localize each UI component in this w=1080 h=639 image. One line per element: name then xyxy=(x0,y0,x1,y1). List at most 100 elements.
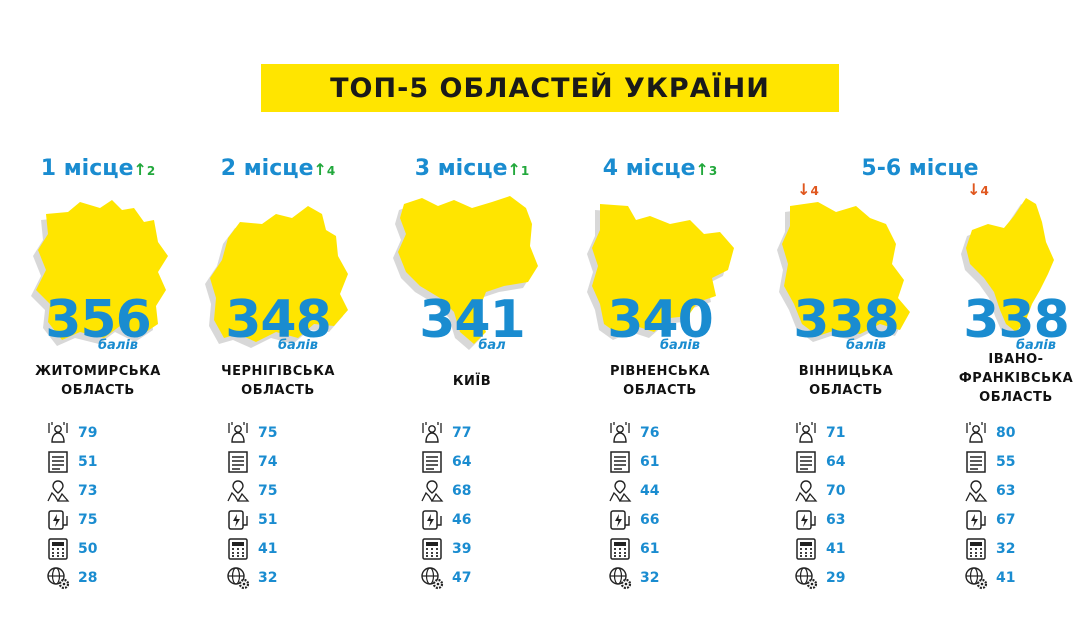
metric-value: 64 xyxy=(826,453,846,470)
metric-row: 66 xyxy=(608,505,728,534)
metric-row: 47 xyxy=(420,563,540,592)
region-map-shape xyxy=(587,204,734,340)
region-column: 2 місце↑4 348 балів ЧЕРНІГІВСЬКА ОБЛАСТЬ 75 74… xyxy=(188,150,368,630)
score-unit: балів xyxy=(277,338,319,353)
metric-value: 75 xyxy=(258,424,278,441)
metrics-list: 75 74 75 51 41 32 xyxy=(226,418,346,592)
metric-value: 41 xyxy=(258,540,278,557)
region-name-line: ОБЛАСТЬ xyxy=(623,383,697,398)
score-unit: балів xyxy=(1015,338,1057,353)
metric-row: 61 xyxy=(608,447,728,476)
metric-value: 66 xyxy=(640,511,660,528)
metric-value: 77 xyxy=(452,424,472,441)
metric-value: 73 xyxy=(78,482,98,499)
region-name: ВІННИЦЬКА ОБЛАСТЬ xyxy=(756,362,936,400)
metric-value: 39 xyxy=(452,540,472,557)
rank-label: 3 місце↑1 xyxy=(382,156,562,181)
score-unit: балів xyxy=(97,338,139,353)
metric-row: 32 xyxy=(964,534,1080,563)
title-banner: ТОП-5 ОБЛАСТЕЙ УКРАЇНИ xyxy=(261,64,839,112)
metric-row: 50 xyxy=(46,534,166,563)
people-hands-icon xyxy=(796,421,816,443)
metrics-list: 79 51 73 75 50 28 xyxy=(46,418,166,592)
metric-row: 29 xyxy=(794,563,914,592)
map-pin-icon xyxy=(609,479,632,502)
region-map-shape xyxy=(31,200,168,346)
score-unit: балів xyxy=(845,338,887,353)
score-value: 338 xyxy=(793,290,900,350)
score-unit: бал xyxy=(478,338,506,353)
metric-value: 71 xyxy=(826,424,846,441)
arrow-down-icon: ↓ xyxy=(797,180,811,199)
metric-row: 68 xyxy=(420,476,540,505)
metric-value: 70 xyxy=(826,482,846,499)
calculator-icon xyxy=(48,537,68,560)
rank-change: ↑4 xyxy=(314,160,336,179)
metric-value: 32 xyxy=(258,569,278,586)
rank-text: 3 місце xyxy=(414,156,508,181)
energy-icon xyxy=(228,509,248,530)
region-map-fill xyxy=(782,202,910,336)
arrow-up-icon: ↑ xyxy=(507,160,521,179)
region-map: 341 бал xyxy=(382,194,562,354)
rank-change: ↑3 xyxy=(696,160,718,179)
metric-value: 32 xyxy=(996,540,1016,557)
region-name-line: РІВНЕНСЬКА xyxy=(609,364,711,379)
energy-icon xyxy=(422,509,442,530)
metric-value: 80 xyxy=(996,424,1016,441)
region-map-fill xyxy=(966,198,1054,332)
score-value: 341 xyxy=(419,290,526,350)
metric-row: 63 xyxy=(964,476,1080,505)
metric-value: 61 xyxy=(640,540,660,557)
metric-row: 73 xyxy=(46,476,166,505)
metric-value: 79 xyxy=(78,424,98,441)
metric-value: 63 xyxy=(826,511,846,528)
metric-value: 61 xyxy=(640,453,660,470)
region-name-line: ІВАНО- xyxy=(988,352,1044,367)
region-name-line: ЖИТОМИРСЬКА xyxy=(35,364,161,379)
metric-value: 50 xyxy=(78,540,98,557)
score-value: 338 xyxy=(963,290,1070,350)
region-name: КИЇВ xyxy=(382,372,562,391)
globe-gear-icon xyxy=(47,566,70,589)
energy-icon xyxy=(48,509,68,530)
metric-value: 68 xyxy=(452,482,472,499)
metric-row: 64 xyxy=(420,447,540,476)
calculator-icon xyxy=(610,537,630,560)
region-column: ↓4 338 балів ВІННИЦЬКА ОБЛАСТЬ 71 64 70 63 41 29 xyxy=(756,150,936,630)
region-map-fill xyxy=(398,196,538,344)
metric-row: 32 xyxy=(226,563,346,592)
metric-value: 75 xyxy=(78,511,98,528)
metric-row: 51 xyxy=(46,447,166,476)
metric-row: 28 xyxy=(46,563,166,592)
region-column: 3 місце↑1 341 бал КИЇВ 77 64 68 46 39 47 xyxy=(382,150,562,630)
arrow-up-icon: ↑ xyxy=(695,160,709,179)
metric-value: 67 xyxy=(996,511,1016,528)
metric-value: 75 xyxy=(258,482,278,499)
rank-change: ↓4 xyxy=(718,180,898,199)
metric-value: 47 xyxy=(452,569,472,586)
rank-label: 4 місце↑3 xyxy=(570,156,750,181)
metric-row: 55 xyxy=(964,447,1080,476)
metric-row: 61 xyxy=(608,534,728,563)
calculator-icon xyxy=(422,537,442,560)
metric-value: 64 xyxy=(452,453,472,470)
region-column: 1 місце↑2 356 балів ЖИТОМИРСЬКА ОБЛАСТЬ 79 51 7… xyxy=(8,150,188,630)
metrics-list: 80 55 63 67 32 41 xyxy=(964,418,1080,592)
region-name-line: ОБЛАСТЬ xyxy=(979,390,1053,405)
metric-value: 76 xyxy=(640,424,660,441)
document-icon xyxy=(796,450,816,473)
region-name-line: ОБЛАСТЬ xyxy=(61,383,135,398)
score-value: 348 xyxy=(225,290,332,350)
metric-row: 80 xyxy=(964,418,1080,447)
region-name: ІВАНО- ФРАНКІВСЬКА ОБЛАСТЬ xyxy=(926,350,1080,407)
region-map: 338 балів xyxy=(756,194,936,354)
metric-row: 63 xyxy=(794,505,914,534)
metric-row: 41 xyxy=(964,563,1080,592)
metrics-list: 77 64 68 46 39 47 xyxy=(420,418,540,592)
score-value: 340 xyxy=(607,290,714,350)
metric-row: 75 xyxy=(226,418,346,447)
energy-icon xyxy=(610,509,630,530)
region-map-shape xyxy=(393,196,538,350)
rank-change-value: 4 xyxy=(326,164,336,178)
